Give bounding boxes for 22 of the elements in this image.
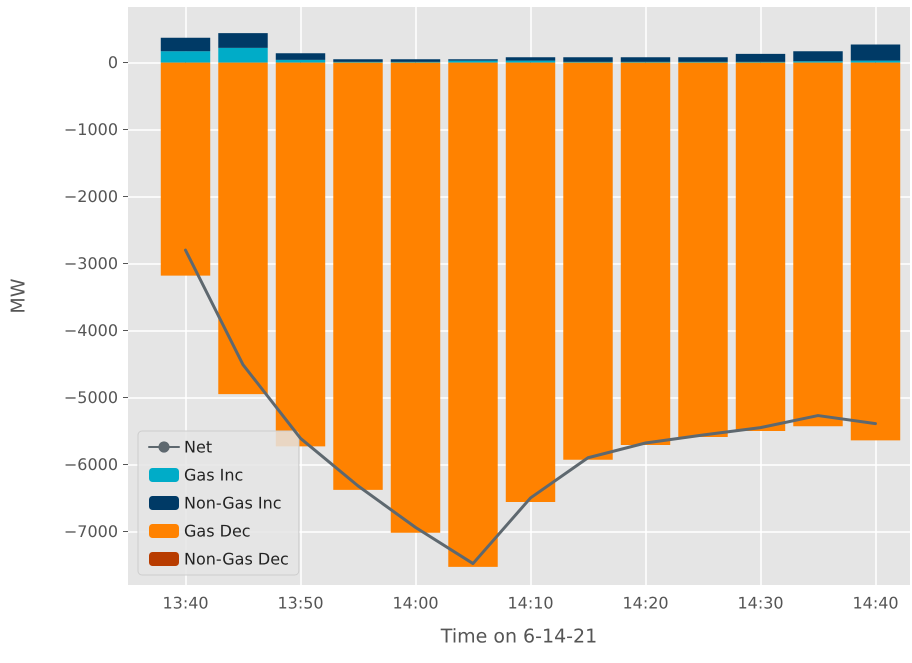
y-tick-label: −4000 bbox=[64, 320, 118, 340]
x-tick-label: 13:40 bbox=[162, 594, 209, 612]
x-axis-title: Time on 6-14-21 bbox=[440, 626, 598, 648]
x-tick-label: 14:00 bbox=[392, 594, 439, 612]
y-tick-label: −6000 bbox=[64, 454, 118, 474]
legend-label: Gas Dec bbox=[184, 522, 251, 540]
y-tick-label: −7000 bbox=[64, 522, 118, 541]
legend-label: Net bbox=[184, 438, 212, 456]
y-tick-label: 0 bbox=[108, 53, 118, 72]
y-tick-label: −1000 bbox=[64, 120, 118, 140]
y-tick-label: −5000 bbox=[64, 388, 118, 407]
legend-label: Non-Gas Dec bbox=[184, 550, 289, 568]
x-tick-label: 14:10 bbox=[507, 594, 554, 612]
x-tick-label: 14:40 bbox=[852, 594, 899, 612]
y-tick-label: −2000 bbox=[64, 187, 118, 206]
x-tick-label: 13:50 bbox=[277, 594, 324, 612]
y-axis-title: MW bbox=[8, 278, 30, 314]
legend-label: Non-Gas Inc bbox=[184, 494, 282, 512]
legend-label: Gas Inc bbox=[184, 466, 244, 484]
x-tick-label: 14:20 bbox=[622, 594, 669, 612]
x-tick-label: 14:30 bbox=[737, 594, 784, 612]
y-tick-label: −3000 bbox=[64, 254, 118, 274]
